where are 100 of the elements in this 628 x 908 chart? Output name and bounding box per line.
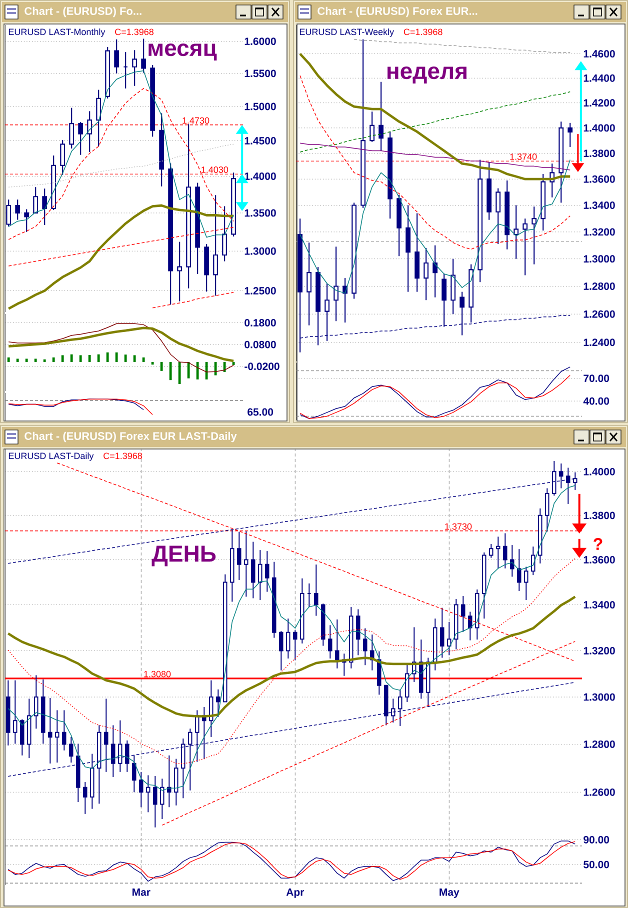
text: ? xyxy=(594,538,602,550)
ref-line-label: 1.3080 xyxy=(144,670,171,678)
line-series xyxy=(152,292,234,308)
chart-subtitle: EURUSD LAST-Monthly xyxy=(8,28,106,37)
candlestick xyxy=(13,680,18,744)
bar xyxy=(61,355,64,362)
candlestick xyxy=(160,778,164,820)
line-series xyxy=(300,91,570,152)
ref-line-label: 1.3730 xyxy=(445,523,472,530)
candlestick xyxy=(424,248,429,301)
bar xyxy=(142,357,145,362)
candlestick xyxy=(538,508,542,564)
annotation: месяц xyxy=(148,44,217,60)
candlestick xyxy=(153,776,158,828)
candlestick xyxy=(272,561,276,638)
y-tick-label: 1.5000 xyxy=(244,102,276,110)
candlestick xyxy=(496,536,500,569)
candlestick xyxy=(216,688,220,718)
candlestick xyxy=(244,530,248,598)
y-tick-label: 1.4600 xyxy=(584,50,615,58)
candlestick xyxy=(405,664,410,702)
ref-line-label: 1.4030 xyxy=(202,166,228,173)
y-tick-label: 1.4000 xyxy=(244,172,276,180)
chart-subtitle: EURUSD LAST-Weekly xyxy=(300,28,394,37)
candlestick xyxy=(478,159,483,283)
candlestick xyxy=(378,81,384,152)
text: 65.00 xyxy=(248,408,274,416)
bar xyxy=(79,355,82,362)
bar xyxy=(16,358,19,362)
x-tick-label: Apr xyxy=(286,888,304,898)
candlestick xyxy=(504,180,510,250)
bar xyxy=(115,352,118,362)
x-tick-label: Mar xyxy=(132,888,150,896)
y-tick-label: 1.2600 xyxy=(584,788,615,796)
y-tick-label: 1.4500 xyxy=(244,137,276,144)
candlestick xyxy=(286,618,290,660)
bar xyxy=(34,358,37,362)
candlestick xyxy=(406,204,411,292)
chart-title: Chart - (EURUSD) Forex EUR... xyxy=(318,6,478,18)
annotation: C=1.3968 xyxy=(404,28,442,36)
candlestick xyxy=(6,680,10,746)
chart-subtitle: EURUSD LAST-Daily xyxy=(8,452,94,461)
candlestick xyxy=(83,782,88,814)
y-tick-label: 1.3800 xyxy=(584,150,615,158)
candlestick xyxy=(306,242,312,326)
y-tick-label: 1.3800 xyxy=(584,512,615,520)
candlestick xyxy=(440,607,444,658)
y-tick-label: -0.0200 xyxy=(244,362,280,370)
y-tick-label: 1.4400 xyxy=(584,74,615,82)
y-tick-label: 1.3000 xyxy=(584,693,615,701)
y-tick-label: 1.4000 xyxy=(584,468,615,476)
y-tick-label: 90.00 xyxy=(584,836,610,844)
candlestick xyxy=(104,698,108,772)
candlestick xyxy=(118,720,122,772)
candlestick xyxy=(27,698,32,759)
y-tick-label: 1.6000 xyxy=(244,38,276,46)
y-tick-label: 1.2800 xyxy=(584,740,615,748)
candlestick xyxy=(314,564,318,616)
candlestick xyxy=(34,674,38,730)
candlestick xyxy=(213,194,218,296)
y-tick-label: 1.2600 xyxy=(584,310,615,318)
candlestick xyxy=(237,531,242,580)
candlestick xyxy=(432,244,438,298)
candlestick xyxy=(186,124,192,289)
bar xyxy=(223,362,226,372)
candlestick xyxy=(363,628,368,666)
y-tick-label: 1.3600 xyxy=(584,175,615,183)
annotation: C=1.3968 xyxy=(104,452,142,460)
annotation: C=1.3968 xyxy=(115,28,154,36)
bar xyxy=(52,357,55,362)
y-tick-label: 1.3400 xyxy=(584,202,615,209)
line-series xyxy=(300,366,570,419)
candlestick xyxy=(159,112,164,187)
annotation: ДЕНЬ xyxy=(152,546,216,566)
line-series xyxy=(8,144,234,188)
y-tick-label: 1.3200 xyxy=(584,646,615,654)
candlestick xyxy=(146,774,150,813)
y-tick-label: 1.3400 xyxy=(584,601,615,609)
bar xyxy=(160,362,163,371)
ref-line-label: 1.4730 xyxy=(182,117,210,124)
bar xyxy=(97,354,100,362)
bar xyxy=(7,357,10,362)
bar xyxy=(88,355,91,362)
candlestick xyxy=(258,550,262,601)
y-tick-label: 1.3200 xyxy=(584,228,615,236)
chart-title: Chart - (EURUSD) Fo... xyxy=(24,6,142,18)
line-series xyxy=(7,204,235,310)
bar xyxy=(151,362,154,365)
bar xyxy=(124,354,127,362)
candlestick xyxy=(461,596,466,632)
y-tick-label: 1.3000 xyxy=(244,247,276,255)
y-tick-label: 1.3500 xyxy=(244,209,276,217)
candlestick xyxy=(532,206,537,265)
candlestick xyxy=(450,258,456,315)
bar xyxy=(232,362,235,366)
candlestick xyxy=(356,608,360,656)
bar xyxy=(187,362,190,378)
candlestick xyxy=(41,678,46,744)
bar xyxy=(178,362,181,384)
y-tick-label: 1.2400 xyxy=(584,338,615,346)
